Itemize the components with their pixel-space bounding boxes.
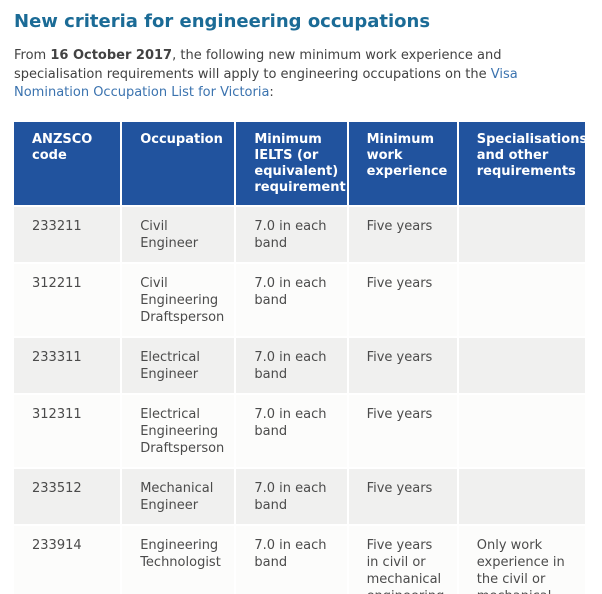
- cell-specialisations: [458, 337, 585, 393]
- cell-anzsco-code: 312311: [14, 394, 121, 467]
- intro-text-end: :: [269, 85, 274, 100]
- table-row: 312311 Electrical Engineering Draftspers…: [14, 394, 585, 467]
- cell-work-experience: Five years: [348, 394, 457, 467]
- cell-work-experience: Five years: [348, 337, 457, 393]
- page-title: New criteria for engineering occupations: [14, 11, 431, 32]
- cell-specialisations: [458, 206, 585, 262]
- criteria-table: ANZSCO code Occupation Minimum IELTS (or…: [12, 120, 587, 594]
- header-ielts-requirement: Minimum IELTS (or equivalent) requiremen…: [236, 121, 347, 205]
- cell-specialisations: [458, 468, 585, 524]
- intro-date: 16 October 2017: [50, 48, 173, 63]
- intro-text-start: From: [14, 48, 51, 63]
- cell-anzsco-code: 233311: [14, 337, 121, 393]
- header-work-experience: Minimum work experience: [348, 121, 457, 205]
- cell-ielts-requirement: 7.0 in each band: [236, 206, 347, 262]
- intro-paragraph: From 16 October 2017, the following new …: [14, 47, 580, 103]
- table-row: 233512 Mechanical Engineer 7.0 in each b…: [14, 468, 585, 524]
- table-row: 233311 Electrical Engineer 7.0 in each b…: [14, 337, 585, 393]
- table-row: 233211 Civil Engineer 7.0 in each band F…: [14, 206, 585, 262]
- cell-occupation: Engineering Technologist: [122, 525, 235, 594]
- cell-ielts-requirement: 7.0 in each band: [236, 337, 347, 393]
- cell-work-experience: Five years: [348, 263, 457, 336]
- cell-ielts-requirement: 7.0 in each band: [236, 468, 347, 524]
- header-occupation: Occupation: [122, 121, 235, 205]
- cell-ielts-requirement: 7.0 in each band: [236, 263, 347, 336]
- cell-specialisations: Only work experience in the civil or mec…: [458, 525, 585, 594]
- cell-specialisations: [458, 263, 585, 336]
- header-specialisations: Specialisations and other requirements: [458, 121, 587, 205]
- table-header-row: ANZSCO code Occupation Minimum IELTS (or…: [14, 121, 587, 205]
- cell-occupation: Electrical Engineering Draftsperson: [122, 394, 235, 467]
- table-row: 312211 Civil Engineering Draftsperson 7.…: [14, 263, 585, 336]
- cell-ielts-requirement: 7.0 in each band: [236, 525, 347, 594]
- cell-occupation: Civil Engineer: [122, 206, 235, 262]
- cell-anzsco-code: 233512: [14, 468, 121, 524]
- cell-occupation: Civil Engineering Draftsperson: [122, 263, 235, 336]
- cell-work-experience: Five years: [348, 206, 457, 262]
- intro-text-middle: , the following new minimum work experie…: [14, 48, 502, 82]
- cell-occupation: Mechanical Engineer: [122, 468, 235, 524]
- cell-anzsco-code: 312211: [14, 263, 121, 336]
- cell-occupation: Electrical Engineer: [122, 337, 235, 393]
- table-body: 233211 Civil Engineer 7.0 in each band F…: [14, 206, 585, 594]
- cell-work-experience: Five years: [348, 468, 457, 524]
- cell-anzsco-code: 233914: [14, 525, 121, 594]
- header-anzsco-code: ANZSCO code: [14, 121, 121, 205]
- cell-specialisations: [458, 394, 585, 467]
- cell-work-experience: Five years in civil or mechanical engine…: [348, 525, 457, 594]
- visa-nomination-list-link[interactable]: Visa Nomination Occupation List for Vict…: [14, 66, 518, 101]
- table-row: 233914 Engineering Technologist 7.0 in e…: [14, 525, 585, 594]
- cell-anzsco-code: 233211: [14, 206, 121, 262]
- cell-ielts-requirement: 7.0 in each band: [236, 394, 347, 467]
